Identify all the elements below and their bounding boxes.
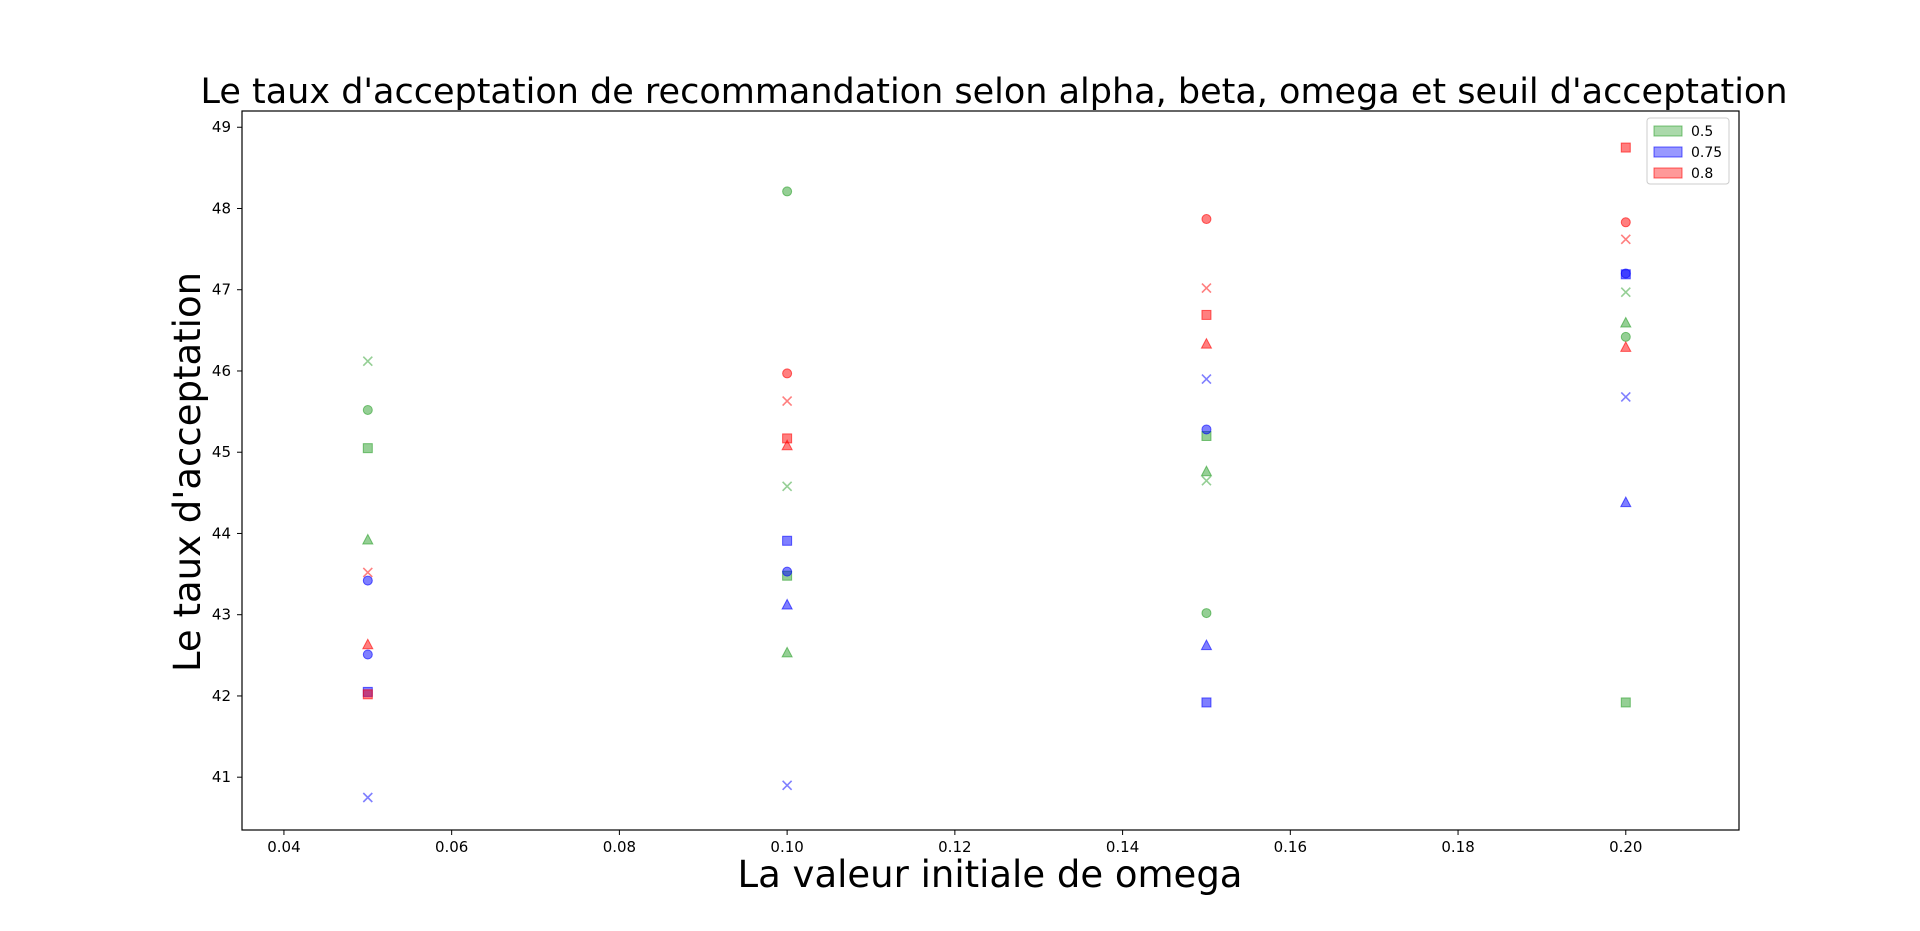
y-tick-label: 43 <box>212 606 231 624</box>
data-point <box>362 649 373 660</box>
data-point <box>362 689 373 700</box>
plot-frame <box>241 110 1740 831</box>
x-axis: 0.04 0.06 0.08 0.10 0.12 0.14 0.16 0.18 0.20 <box>267 830 1642 856</box>
y-tick-label: 46 <box>212 362 231 380</box>
x-tick-label: 0.06 <box>435 838 468 856</box>
data-point <box>782 535 793 546</box>
legend: 0.5 0.75 0.8 <box>1646 117 1730 185</box>
x-tick-label: 0.18 <box>1441 838 1474 856</box>
y-tick-label: 42 <box>212 687 231 705</box>
data-point <box>782 395 793 407</box>
data-point <box>1620 217 1631 228</box>
data-point <box>362 356 373 367</box>
y-tick-label: 47 <box>212 281 231 299</box>
data-point <box>1619 340 1632 352</box>
data-point <box>362 575 373 586</box>
data-point <box>1201 374 1212 385</box>
x-tick-label: 0.12 <box>938 838 971 856</box>
data-point <box>361 638 374 650</box>
data-point <box>782 566 793 577</box>
data-point <box>1201 475 1212 486</box>
data-point <box>1201 424 1212 435</box>
data-point <box>1200 639 1213 651</box>
data-point <box>1201 214 1212 225</box>
y-tick-label: 48 <box>212 199 231 217</box>
data-point <box>362 404 373 415</box>
data-point <box>781 646 793 658</box>
data-point <box>361 533 374 545</box>
x-tick-label: 0.16 <box>1274 838 1307 856</box>
data-point <box>362 443 373 454</box>
legend-swatch <box>1653 167 1683 179</box>
data-point <box>1620 697 1631 708</box>
data-point <box>1201 697 1212 708</box>
y-tick-label: 45 <box>212 443 231 461</box>
data-point <box>1619 316 1632 328</box>
data-point <box>1201 309 1212 320</box>
data-point <box>781 598 793 610</box>
y-tick-label: 41 <box>212 768 231 786</box>
legend-label: 0.5 <box>1691 124 1713 140</box>
data-point <box>1620 331 1631 342</box>
x-tick-label: 0.08 <box>603 838 636 856</box>
chart-title: Le taux d'acceptation de recommandation … <box>200 72 1787 112</box>
data-point <box>1620 234 1631 245</box>
data-point <box>1200 465 1213 477</box>
legend-label: 0.8 <box>1691 166 1713 182</box>
legend-swatch <box>1653 146 1683 158</box>
data-point <box>1200 337 1213 349</box>
y-axis-title: Le taux d'acceptation <box>166 272 209 672</box>
data-point <box>1620 287 1631 298</box>
x-axis-title: La valeur initiale de omega <box>738 853 1243 896</box>
y-tick-label: 49 <box>212 118 231 136</box>
data-point <box>1201 283 1212 294</box>
y-axis: 41 42 43 44 45 46 47 48 49 <box>212 118 242 786</box>
x-tick-label: 0.20 <box>1609 838 1642 856</box>
data-point <box>1620 142 1631 153</box>
data-point <box>362 567 373 578</box>
data-point <box>782 780 793 791</box>
legend-swatch <box>1653 125 1683 137</box>
data-point <box>782 368 793 379</box>
data-point <box>1201 608 1212 619</box>
y-tick-label: 44 <box>212 524 231 542</box>
data-point <box>782 186 793 197</box>
x-tick-label: 0.14 <box>1106 838 1139 856</box>
data-point <box>362 792 373 803</box>
data-point <box>781 439 793 451</box>
x-tick-label: 0.10 <box>770 838 803 856</box>
data-point <box>1620 391 1631 403</box>
legend-label: 0.75 <box>1691 145 1722 161</box>
data-points <box>361 142 1632 803</box>
data-point <box>782 481 793 492</box>
data-point <box>1619 496 1632 508</box>
x-tick-label: 0.04 <box>267 838 300 856</box>
data-point <box>1620 269 1631 280</box>
